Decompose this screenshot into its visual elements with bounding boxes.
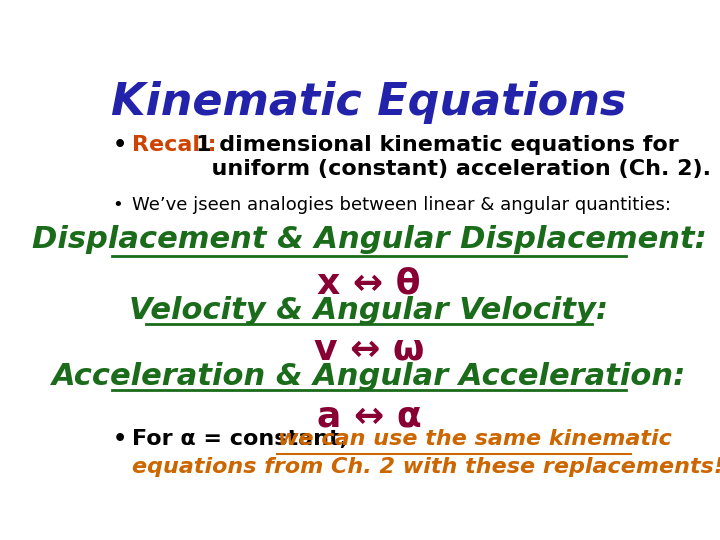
Text: Velocity & Angular Velocity:: Velocity & Angular Velocity:: [130, 295, 608, 325]
Text: Kinematic Equations: Kinematic Equations: [112, 82, 626, 124]
Text: x ↔ θ: x ↔ θ: [318, 266, 420, 300]
Text: equations from Ch. 2 with these replacements!: equations from Ch. 2 with these replacem…: [132, 457, 720, 477]
Text: Recall:: Recall:: [132, 136, 216, 156]
Text: a ↔ α: a ↔ α: [317, 400, 421, 434]
Text: •: •: [112, 429, 127, 449]
Text: •: •: [112, 196, 123, 214]
Text: For α = constant,: For α = constant,: [132, 429, 356, 449]
Text: We’ve jseen analogies between linear & angular quantities:: We’ve jseen analogies between linear & a…: [132, 196, 671, 214]
Text: Displacement & Angular Displacement:: Displacement & Angular Displacement:: [32, 225, 706, 254]
Text: we can use the same kinematic: we can use the same kinematic: [278, 429, 672, 449]
Text: 1 dimensional kinematic equations for
  uniform (constant) acceleration (Ch. 2).: 1 dimensional kinematic equations for un…: [196, 136, 711, 179]
Text: Acceleration & Angular Acceleration:: Acceleration & Angular Acceleration:: [52, 362, 686, 391]
Text: •: •: [112, 136, 127, 156]
Text: v ↔ ω: v ↔ ω: [314, 333, 424, 367]
